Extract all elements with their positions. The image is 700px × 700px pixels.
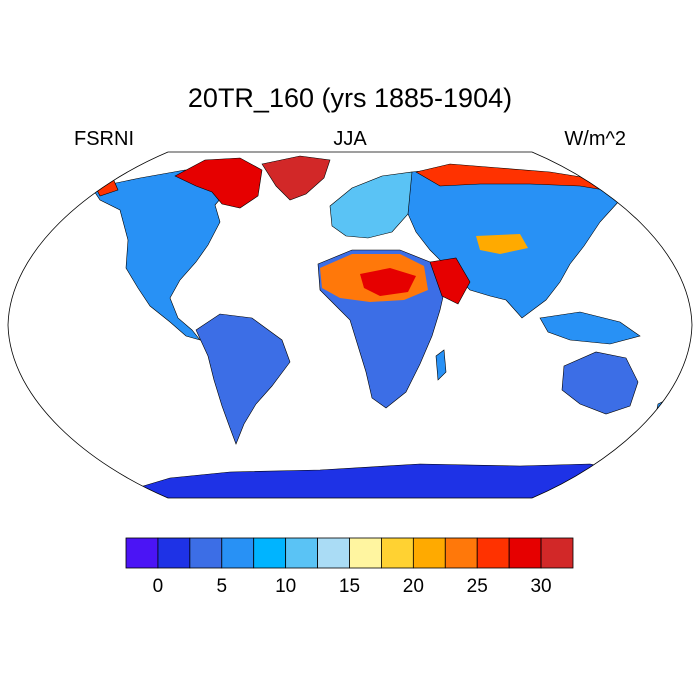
- variable-label: FSRNI: [74, 128, 134, 150]
- colorbar-tick-label: 20: [402, 576, 424, 597]
- colorbar-box: [157, 537, 191, 569]
- land-layer: [91, 155, 667, 498]
- land-south-america: [195, 313, 291, 445]
- colorbar-box: [476, 537, 510, 569]
- colorbar-tick-label: 25: [466, 576, 488, 597]
- land-madagascar: [435, 349, 447, 381]
- colorbar-tick-label: 15: [338, 576, 361, 597]
- colorbar-tick-label: 30: [530, 576, 552, 597]
- land-central-asia-hot: [476, 234, 528, 254]
- colorbar-box: [381, 537, 414, 569]
- colorbar-box: [317, 537, 350, 569]
- map-title: 20TR_160 (yrs 1885-1904): [187, 83, 513, 113]
- land-canadian-arctic: [174, 157, 263, 209]
- colorbar-tick-label: 0: [152, 576, 164, 597]
- land-maritime-asia: [539, 311, 641, 345]
- colorbar-box: [253, 537, 287, 569]
- units-label: W/m^2: [564, 128, 626, 150]
- colorbar-tick-label: 10: [275, 576, 297, 597]
- land-australia: [561, 351, 639, 415]
- colorbar-box: [508, 537, 542, 569]
- colorbar-boxes: [125, 537, 574, 569]
- colorbar-box: [444, 537, 478, 569]
- colorbar-box: [540, 537, 574, 569]
- colorbar-box: [221, 537, 255, 569]
- colorbar-box: [349, 537, 382, 569]
- colorbar-tick-label: 5: [216, 576, 228, 597]
- land-sahara-core: [360, 268, 416, 296]
- map-boundary: [7, 151, 693, 499]
- colorbar-box: [285, 537, 318, 569]
- land-greenland: [261, 155, 331, 201]
- land-antarctica: [119, 463, 641, 498]
- colorbar-box: [125, 537, 159, 569]
- season-label: JJA: [333, 128, 367, 150]
- colorbar-box: [189, 537, 223, 569]
- land-arabia: [429, 257, 471, 305]
- colorbar-box: [412, 537, 446, 569]
